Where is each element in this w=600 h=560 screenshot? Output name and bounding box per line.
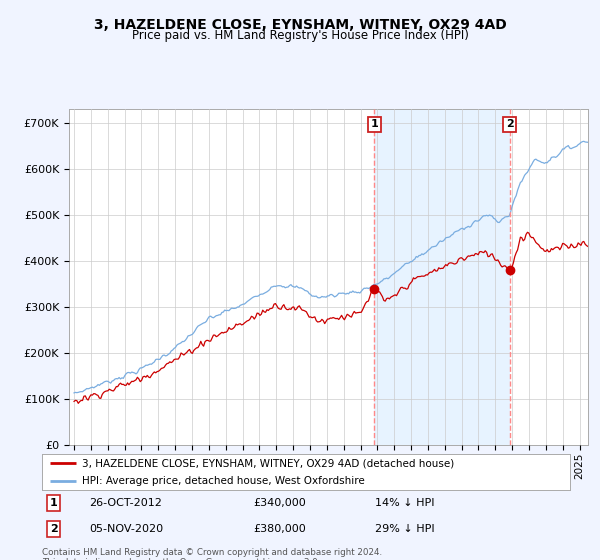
Text: 2: 2 (506, 119, 514, 129)
Bar (374, 109, 509, 445)
Text: Price paid vs. HM Land Registry's House Price Index (HPI): Price paid vs. HM Land Registry's House … (131, 29, 469, 42)
Text: 05-NOV-2020: 05-NOV-2020 (89, 524, 164, 534)
Text: 26-OCT-2012: 26-OCT-2012 (89, 498, 163, 508)
Text: 29% ↓ HPI: 29% ↓ HPI (374, 524, 434, 534)
Text: 3, HAZELDENE CLOSE, EYNSHAM, WITNEY, OX29 4AD: 3, HAZELDENE CLOSE, EYNSHAM, WITNEY, OX2… (94, 18, 506, 32)
Text: HPI: Average price, detached house, West Oxfordshire: HPI: Average price, detached house, West… (82, 475, 364, 486)
Text: 1: 1 (370, 119, 378, 129)
Text: 14% ↓ HPI: 14% ↓ HPI (374, 498, 434, 508)
Text: 1: 1 (50, 498, 58, 508)
Text: £340,000: £340,000 (253, 498, 306, 508)
Text: 2: 2 (50, 524, 58, 534)
Text: Contains HM Land Registry data © Crown copyright and database right 2024.
This d: Contains HM Land Registry data © Crown c… (42, 548, 382, 560)
Text: 3, HAZELDENE CLOSE, EYNSHAM, WITNEY, OX29 4AD (detached house): 3, HAZELDENE CLOSE, EYNSHAM, WITNEY, OX2… (82, 458, 454, 468)
Text: £380,000: £380,000 (253, 524, 306, 534)
